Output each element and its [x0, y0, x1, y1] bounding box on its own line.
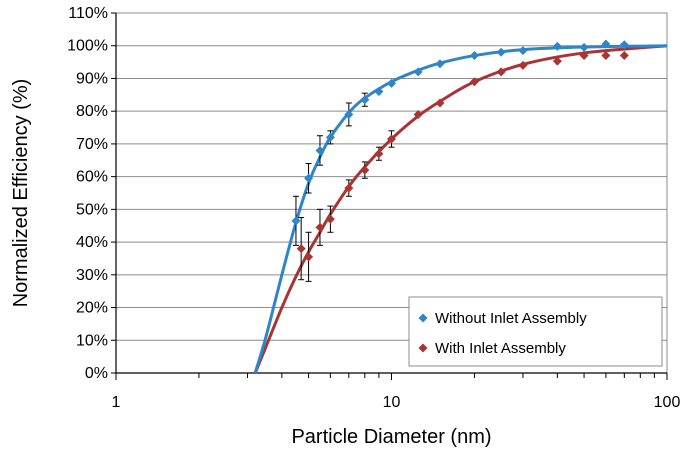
data-point-0 — [360, 95, 370, 105]
legend-marker-without-inlet — [418, 313, 428, 323]
data-point-0 — [387, 78, 396, 88]
data-point-0 — [579, 42, 589, 52]
x-tick-label: 10 — [383, 394, 401, 411]
x-tick-label: 100 — [654, 394, 681, 411]
data-point-0 — [496, 47, 506, 57]
legend-marker-with-inlet — [418, 343, 428, 353]
data-point-0 — [304, 173, 314, 183]
legend-label-without-inlet: Without Inlet Assembly — [435, 310, 587, 327]
fit-curve-0 — [253, 44, 668, 374]
data-point-0 — [518, 46, 528, 56]
data-point-0 — [552, 41, 562, 51]
data-point-1 — [413, 109, 423, 119]
data-point-0 — [374, 87, 384, 97]
y-axis-title: Normalized Efficiency (%) — [10, 79, 32, 308]
data-point-1 — [315, 222, 325, 232]
y-tick-labels: 0% 10% 20% 30% 40% 50% 60% 70% 80% 90% 100% 110% — [67, 5, 108, 382]
y-tick-label: 90% — [76, 70, 108, 87]
data-point-1 — [496, 67, 506, 77]
legend: Without Inlet Assembly With Inlet Assemb… — [408, 296, 663, 367]
data-markers — [291, 39, 629, 262]
data-point-1 — [325, 214, 335, 224]
y-tick-label: 40% — [76, 234, 108, 251]
y-tick-label: 60% — [76, 169, 108, 186]
gridlines — [116, 12, 667, 341]
data-point-0 — [291, 216, 301, 226]
data-point-0 — [325, 132, 335, 142]
y-tick-label: 80% — [76, 103, 108, 120]
axes — [111, 12, 668, 380]
x-tick-label: 1 — [112, 394, 121, 411]
y-tick-label: 0% — [85, 365, 108, 382]
data-point-0 — [413, 67, 423, 77]
y-tick-label: 10% — [76, 332, 108, 349]
data-point-1 — [579, 51, 589, 61]
y-tick-label: 30% — [76, 267, 108, 284]
data-point-1 — [518, 60, 528, 70]
legend-box — [408, 296, 663, 367]
data-point-0 — [344, 109, 354, 119]
data-point-1 — [360, 165, 370, 175]
data-point-0 — [435, 59, 445, 69]
data-point-1 — [374, 149, 384, 159]
x-axis-title: Particle Diameter (nm) — [291, 426, 491, 448]
y-tick-label: 110% — [68, 5, 108, 22]
x-tick-labels: 1 10 100 — [112, 394, 681, 411]
data-point-0 — [619, 40, 629, 50]
data-point-1 — [344, 183, 354, 193]
data-point-0 — [601, 39, 611, 49]
data-point-1 — [435, 98, 445, 108]
y-tick-label: 100% — [67, 38, 108, 55]
y-tick-label: 50% — [76, 201, 108, 218]
data-point-1 — [387, 134, 396, 144]
fit-curve-1 — [253, 44, 668, 374]
fit-curves — [253, 44, 668, 374]
data-point-1 — [552, 56, 562, 66]
y-tick-label: 20% — [76, 300, 108, 317]
data-point-0 — [469, 51, 479, 61]
data-point-1 — [469, 77, 479, 87]
data-point-1 — [304, 252, 314, 262]
y-tick-label: 70% — [76, 136, 108, 153]
legend-label-with-inlet: With Inlet Assembly — [435, 340, 566, 357]
data-point-1 — [601, 51, 611, 61]
data-point-1 — [296, 244, 306, 254]
data-point-0 — [315, 145, 325, 155]
data-point-1 — [619, 51, 629, 61]
